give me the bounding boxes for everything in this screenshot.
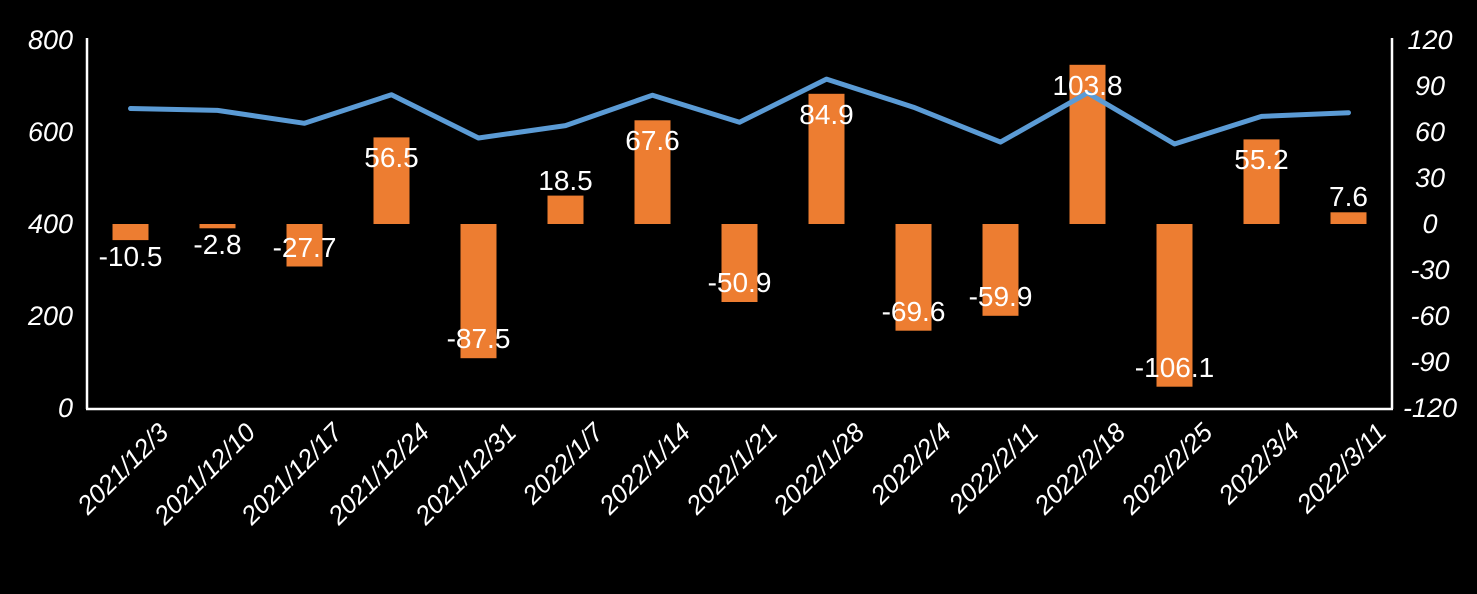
left-axis-tick-label: 0 <box>57 393 73 423</box>
bar <box>808 93 845 224</box>
bar-value-label: -27.7 <box>272 231 337 263</box>
bar-value-label: 7.6 <box>1329 181 1368 213</box>
bar-value-label: -10.5 <box>98 241 163 273</box>
bar-value-label: 67.6 <box>625 125 680 157</box>
bar <box>373 137 410 224</box>
bar <box>1330 212 1367 224</box>
right-axis-tick-label: 90 <box>1414 71 1446 101</box>
bar-value-label: 56.5 <box>364 142 419 174</box>
left-axis-tick-label: 600 <box>27 117 73 147</box>
bar <box>199 224 236 229</box>
line-series <box>128 76 1351 147</box>
right-axis-tick-label: 60 <box>1414 117 1446 147</box>
bar <box>721 224 758 302</box>
right-axis-tick-label: -60 <box>1410 301 1450 331</box>
bar <box>286 224 323 267</box>
bar-value-label: 84.9 <box>799 98 854 130</box>
bar <box>547 195 584 224</box>
bar <box>634 120 671 224</box>
bar-value-label: -2.8 <box>193 229 242 261</box>
bar-value-label: 18.5 <box>538 164 593 196</box>
bar-value-label: -50.9 <box>707 267 772 298</box>
bar <box>112 224 149 241</box>
right-axis-tick-label: 0 <box>1422 209 1438 239</box>
left-axis-tick-label: 800 <box>27 25 73 55</box>
right-axis-tick-label: 120 <box>1407 25 1453 55</box>
bar-value-label: -106.1 <box>1134 351 1215 383</box>
bar-value-label: -69.6 <box>881 295 946 327</box>
bar <box>1243 139 1280 224</box>
right-axis-tick-label: -90 <box>1410 347 1450 377</box>
bar <box>982 224 1019 316</box>
bar-value-label: 55.2 <box>1234 144 1289 176</box>
right-axis-tick-label: -30 <box>1410 255 1450 285</box>
right-axis-tick-label: -120 <box>1402 393 1458 423</box>
right-axis-tick-label: 30 <box>1414 163 1446 193</box>
bar-value-label: -59.9 <box>968 280 1033 312</box>
bar <box>1156 224 1193 387</box>
bar-value-label: -87.5 <box>446 323 511 355</box>
left-axis-tick-label: 400 <box>27 209 73 239</box>
bar <box>895 224 932 331</box>
bar-value-label: 103.8 <box>1052 69 1123 101</box>
bar <box>460 224 497 359</box>
left-axis-tick-label: 200 <box>27 301 73 331</box>
